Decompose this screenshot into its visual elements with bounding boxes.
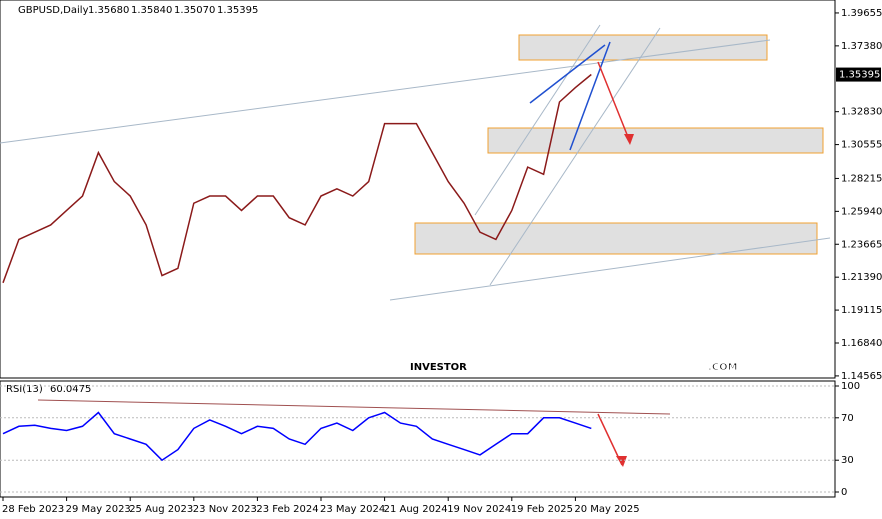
y-tick-label: 1.37380 (841, 41, 882, 52)
y-tick-label: 1.39655 (841, 8, 882, 19)
x-tick-label: 29 May 2023 (66, 504, 131, 515)
watermark: INVESTOR (410, 362, 467, 373)
rsi-label: RSI(13) (6, 384, 43, 395)
series-line (2, 73, 592, 284)
ohlc: 1.35840 (131, 5, 172, 16)
arrow-head (616, 456, 627, 467)
trend-line (389, 237, 831, 301)
watermark: BEL (258, 362, 279, 373)
x-tick-label: 19 Feb 2025 (511, 504, 573, 515)
wedge-line (569, 41, 611, 151)
y-tick-label: 1.32830 (841, 107, 882, 118)
ohlc: 1.35680 (88, 5, 129, 16)
y-tick-label: 1.28215 (841, 173, 882, 184)
channel-line (474, 24, 601, 216)
y-tick-label: 70 (841, 413, 854, 424)
y-tick-label: 1.19115 (841, 305, 882, 316)
rsi-panel (0, 380, 836, 498)
wedge-line (529, 44, 606, 104)
y-tick-label: 1.21390 (841, 272, 882, 283)
last-price-label: 1.35395 (839, 70, 880, 81)
channel-line (489, 27, 661, 286)
y-tick-label: 1.25940 (841, 206, 882, 217)
ohlc: 1.35070 (174, 5, 215, 16)
x-tick-label: 28 Feb 2023 (2, 504, 64, 515)
y-tick-label: 1.30555 (841, 140, 882, 151)
y-tick-label: 1.16840 (841, 338, 882, 349)
series-line (2, 411, 592, 462)
x-tick-label: 25 Aug 2023 (129, 504, 193, 515)
x-tick-label: 23 Feb 2024 (256, 504, 318, 515)
x-tick-label: 23 Nov 2023 (193, 504, 257, 515)
x-tick-label: 20 May 2025 (574, 504, 639, 515)
watermark: .COM (708, 362, 738, 373)
last-price-box (836, 67, 881, 82)
ohlc: 1.35395 (217, 5, 258, 16)
y-tick-label: 30 (841, 455, 854, 466)
x-tick-label: 21 Aug 2024 (384, 504, 448, 515)
y-tick-label: 100 (841, 381, 860, 392)
annotations (0, 24, 831, 467)
zone (414, 222, 818, 255)
zone (487, 127, 824, 154)
rsi-value: 60.0475 (50, 384, 91, 395)
y-tick-label: 0 (841, 487, 847, 498)
arrow-head (624, 134, 634, 145)
zone (518, 34, 768, 61)
arrow (597, 61, 631, 143)
x-tick-label: 23 May 2024 (320, 504, 385, 515)
x-tick-label: 19 Nov 2024 (447, 504, 511, 515)
symbol: GBPUSD,Daily (18, 5, 89, 16)
price-panel (0, 0, 836, 379)
y-tick-label: 1.14565 (841, 371, 882, 382)
y-tick-label: 1.23665 (841, 239, 882, 250)
trend-line (0, 39, 771, 144)
rsi-trend-line (37, 399, 671, 415)
